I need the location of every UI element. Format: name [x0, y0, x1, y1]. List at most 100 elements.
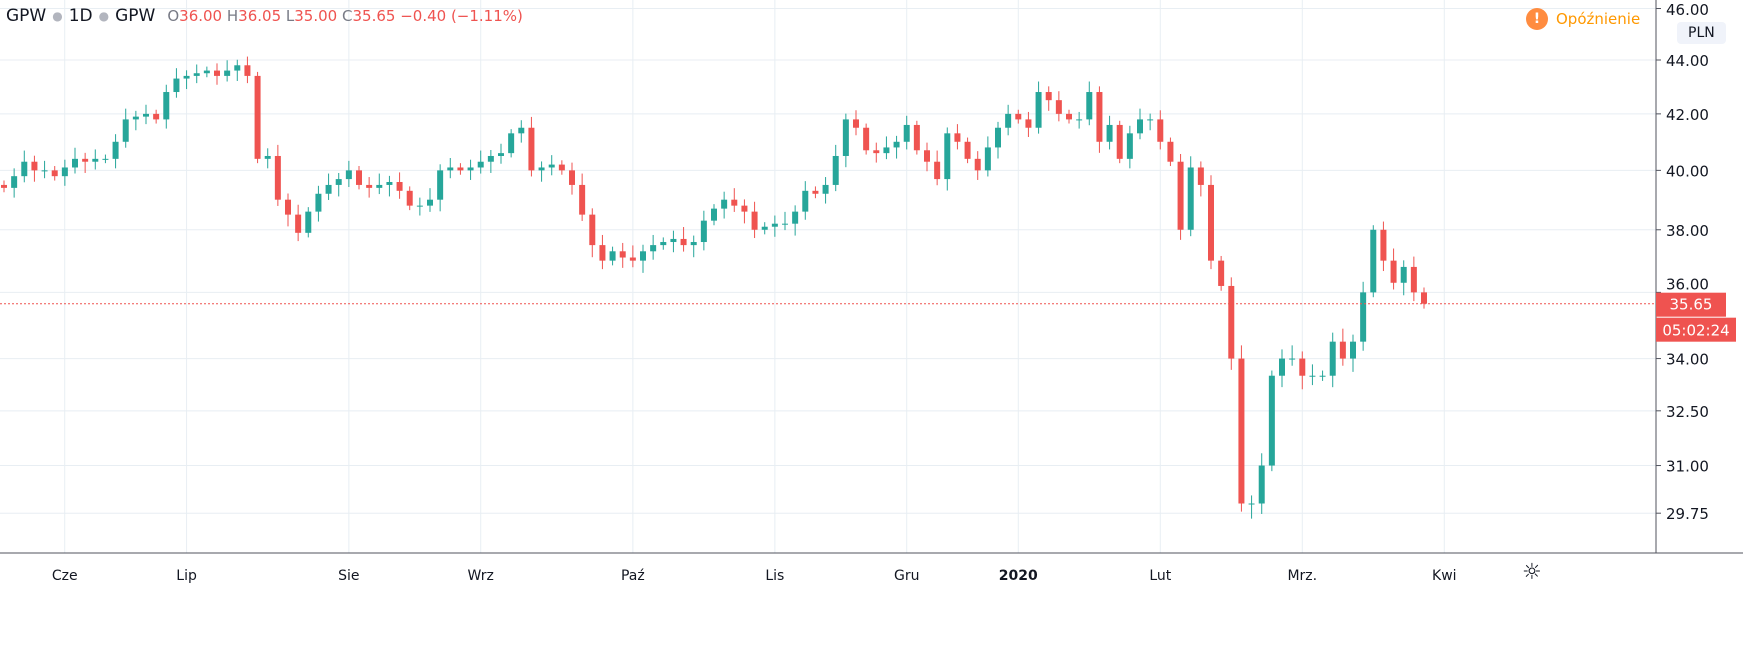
candle-body	[335, 179, 342, 185]
candle-body	[396, 182, 403, 191]
candle-body	[812, 190, 819, 194]
candle-body	[1116, 124, 1123, 159]
candle-body	[183, 75, 190, 79]
change-value: −0.40 (−1.11%)	[400, 7, 523, 25]
price-tick-label: 31.00	[1666, 458, 1709, 476]
symbol[interactable]: GPW	[6, 6, 47, 26]
price-axis[interactable]: 46.00 44.00 42.00 40.00 38.00 36.00 34.00 32.50…	[1656, 1, 1709, 523]
candle-body	[498, 153, 504, 156]
price-tick-label: 34.00	[1666, 351, 1709, 369]
candle-body	[528, 127, 535, 171]
time-axis[interactable]: Cze Lip Sie Wrz Paź Lis Gru 2020 Lut Mrz. Kwi	[52, 568, 1457, 584]
last-price-label: 35.65	[1670, 296, 1713, 314]
candle-body	[1421, 292, 1427, 304]
time-tick-label: Sie	[338, 568, 359, 584]
last-price-badge: 35.65 05:02:24	[1656, 292, 1736, 342]
candle-body	[569, 170, 575, 185]
chart-settings-icon[interactable]: ☼	[1522, 560, 1542, 585]
candle-body	[1248, 503, 1255, 505]
candle-body	[650, 245, 657, 252]
ohlc-values: O36.00 H36.05 L35.00 C35.65 −0.40 (−1.11…	[167, 7, 523, 25]
candle-body	[700, 220, 707, 243]
candle-body	[41, 170, 48, 172]
candle-body	[1238, 358, 1245, 504]
candle-body	[934, 161, 941, 180]
candle-body	[224, 70, 231, 76]
currency-badge[interactable]: PLN	[1677, 22, 1726, 44]
candle-body	[467, 167, 474, 171]
candle-body	[477, 161, 484, 168]
candle-body	[964, 141, 971, 159]
low-label: L	[285, 7, 295, 25]
candle-body	[1106, 124, 1113, 142]
candle-body	[711, 208, 717, 221]
candle-body	[974, 158, 981, 171]
candle-body	[822, 184, 829, 194]
candle-body	[579, 184, 586, 215]
candle-body	[1218, 260, 1225, 286]
delay-status[interactable]: ! Opóźnienie	[1526, 8, 1640, 30]
candle-body	[1, 184, 7, 188]
candle-body	[1096, 92, 1103, 142]
candle-body	[143, 113, 149, 117]
time-tick-label: Lip	[176, 568, 197, 584]
high-value: 36.05	[238, 7, 282, 25]
countdown-badge-bg	[1656, 317, 1736, 342]
candle-body	[1055, 100, 1062, 114]
candle-body	[853, 119, 859, 128]
candle-body	[82, 158, 89, 162]
candle-body	[609, 251, 616, 261]
time-tick-label: Cze	[52, 568, 78, 584]
warning-icon: !	[1526, 8, 1548, 30]
candle-body	[1157, 119, 1164, 142]
candle-body	[1329, 341, 1336, 376]
candle-body	[1187, 167, 1194, 230]
candle-body	[984, 147, 991, 171]
candle-body	[234, 65, 241, 71]
exchange: GPW	[115, 6, 156, 26]
candle-body	[995, 127, 1001, 148]
candle-body	[863, 127, 870, 151]
candle-body	[315, 193, 322, 212]
candle-body	[1208, 184, 1214, 261]
candle-body	[487, 155, 494, 162]
candle-body	[761, 226, 768, 230]
candle-body	[680, 238, 687, 246]
candle-body	[873, 150, 880, 154]
candle-body	[842, 119, 849, 156]
candle-body	[21, 161, 28, 177]
candle-body	[1177, 161, 1184, 230]
price-tick-label: 46.00	[1666, 1, 1709, 19]
candle-body	[1380, 229, 1387, 261]
candle-body	[122, 119, 129, 142]
candle-body	[619, 251, 626, 258]
candle-body	[1410, 266, 1417, 293]
candle-body	[538, 167, 545, 171]
countdown-label: 05:02:24	[1662, 322, 1729, 340]
interval[interactable]: 1D	[68, 6, 93, 26]
high-label: H	[226, 7, 239, 25]
candle-body	[1086, 92, 1093, 120]
candle-body	[1390, 260, 1397, 283]
candle-body	[944, 133, 951, 180]
candle-body	[954, 133, 961, 142]
candle-body	[1228, 285, 1235, 359]
candle-body	[356, 170, 362, 185]
candle-body	[670, 238, 677, 243]
time-tick-label: Mrz.	[1287, 568, 1317, 584]
chart-legend: GPW ● 1D ● GPW O36.00 H36.05 L35.00 C35.…	[6, 6, 523, 26]
candle-body	[11, 176, 18, 188]
last-price-badge-bg	[1656, 292, 1726, 317]
candle-body	[1319, 375, 1326, 377]
candle-body	[345, 170, 352, 180]
candle-body	[913, 124, 920, 151]
candle-body	[1137, 119, 1143, 134]
candle-body	[457, 167, 464, 171]
candle-body	[61, 167, 68, 177]
candle-body	[102, 158, 109, 160]
candle-body	[792, 211, 799, 224]
candle-body	[1126, 133, 1133, 159]
candle-body	[254, 75, 261, 159]
candle-body	[406, 190, 413, 206]
